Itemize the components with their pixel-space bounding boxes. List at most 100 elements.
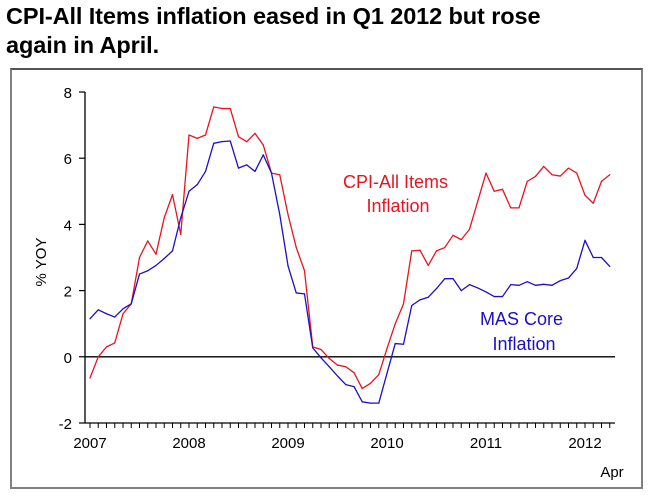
data-point-core [402, 343, 405, 345]
data-point-core [345, 384, 347, 386]
data-point-core [559, 280, 561, 282]
data-point-core [394, 342, 396, 345]
data-point-cpi [576, 172, 578, 174]
data-point-core [493, 295, 495, 298]
x-tick-label: 2007 [73, 435, 106, 452]
data-point-cpi [246, 141, 248, 143]
data-point-cpi [460, 239, 462, 241]
x-end-label: Apr [600, 464, 623, 481]
data-point-cpi [114, 342, 116, 344]
series-line-cpi-all-items [89, 106, 611, 390]
data-point-cpi [609, 174, 611, 176]
data-point-core [510, 284, 512, 286]
data-point-cpi [592, 202, 594, 204]
x-tick-label: 2008 [172, 435, 205, 452]
data-point-core [353, 385, 355, 388]
data-point-cpi [163, 217, 165, 219]
data-point-core [411, 304, 413, 307]
data-point-cpi [336, 364, 339, 366]
axes [79, 91, 615, 428]
data-point-core [361, 401, 363, 403]
data-point-core [229, 140, 231, 142]
data-point-core [303, 293, 306, 295]
series-line-mas-core [89, 140, 611, 404]
series-label-cpi-line-1: CPI-All Items [343, 172, 448, 192]
data-point-cpi [188, 134, 190, 136]
data-point-core [534, 284, 537, 286]
data-point-cpi [468, 228, 471, 230]
data-point-core [254, 170, 256, 173]
x-tick-label: 2012 [568, 435, 601, 452]
data-point-core [155, 264, 157, 267]
data-point-cpi [345, 366, 347, 368]
data-point-cpi [567, 167, 570, 169]
data-point-core [336, 375, 339, 377]
data-point-cpi [402, 303, 405, 305]
y-tick-label: 6 [64, 151, 72, 168]
data-point-core [188, 190, 190, 192]
data-point-cpi [369, 382, 372, 384]
data-point-core [105, 313, 108, 315]
data-point-core [468, 284, 471, 286]
data-point-cpi [303, 270, 306, 272]
data-point-cpi [435, 250, 438, 252]
chart-title-line-1: CPI-All Items inflation eased in Q1 2012… [6, 3, 541, 29]
series-points [89, 106, 611, 404]
y-tick-label: 2 [64, 284, 72, 301]
y-tick-label: 0 [64, 350, 72, 367]
data-point-core [576, 267, 578, 270]
data-point-cpi [295, 246, 297, 249]
data-point-core [312, 347, 314, 349]
series-label-cpi-line-2: Inflation [366, 196, 429, 216]
data-point-core [435, 288, 438, 290]
data-point-cpi [510, 207, 512, 209]
data-point-cpi [180, 233, 182, 235]
data-point-cpi [138, 256, 141, 259]
data-point-cpi [312, 346, 314, 348]
data-point-cpi [89, 377, 91, 379]
data-point-core [213, 142, 215, 144]
data-point-cpi [229, 107, 231, 110]
data-point-cpi [518, 207, 520, 209]
data-point-core [551, 284, 553, 286]
data-point-core [369, 402, 372, 404]
data-point-core [485, 291, 487, 293]
data-point-cpi [411, 250, 413, 252]
data-point-core [600, 256, 603, 259]
chart-frame [10, 68, 643, 489]
data-point-core [114, 316, 116, 318]
x-tick-labels: 2007 2008 2009 2010 2011 2012 [73, 435, 601, 452]
data-point-core [295, 292, 297, 294]
data-point-core [584, 239, 586, 241]
data-point-cpi [171, 194, 174, 196]
data-point-core [419, 299, 421, 301]
data-point-core [526, 281, 528, 283]
data-point-cpi [534, 175, 537, 178]
data-point-cpi [551, 174, 553, 176]
data-point-cpi [452, 234, 454, 236]
data-point-cpi [559, 175, 561, 177]
data-point-core [386, 372, 388, 374]
data-point-core [328, 366, 330, 368]
data-point-core [171, 250, 174, 252]
data-point-cpi [600, 180, 603, 182]
x-tick-label: 2009 [271, 435, 304, 452]
data-point-core [460, 290, 462, 292]
data-point-core [477, 287, 479, 289]
x-tick-label: 2011 [470, 435, 502, 452]
series-label-core-line-1: MAS Core [480, 309, 563, 329]
data-point-cpi [584, 194, 586, 196]
data-point-cpi [147, 240, 149, 242]
y-axis-title: % YOY [33, 238, 50, 287]
data-point-core [270, 172, 273, 174]
data-point-cpi [237, 136, 240, 138]
data-point-core [378, 402, 380, 404]
data-point-core [138, 273, 141, 275]
data-point-cpi [361, 387, 363, 390]
series-label-cpi-all-items: CPI-All Items Inflation [343, 172, 453, 216]
data-point-cpi [444, 246, 446, 249]
series-label-core-line-2: Inflation [492, 334, 555, 354]
y-tick-label: 4 [64, 217, 72, 234]
data-point-core [246, 164, 248, 166]
data-point-core [567, 277, 570, 279]
